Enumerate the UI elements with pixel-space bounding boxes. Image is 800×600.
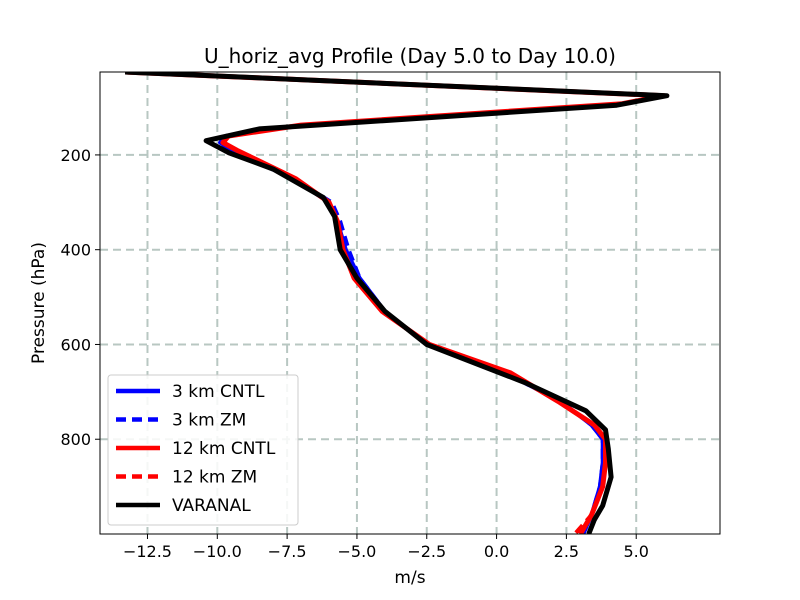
y-tick-label: 400 xyxy=(60,241,91,260)
x-tick-label: −7.5 xyxy=(268,542,307,561)
x-tick-label: −10.0 xyxy=(193,542,242,561)
x-tick-label: −2.5 xyxy=(407,542,446,561)
series-lines xyxy=(124,72,670,534)
chart-title: U_horiz_avg Profile (Day 5.0 to Day 10.0… xyxy=(204,44,616,68)
x-tick-label: −5.0 xyxy=(338,542,377,561)
legend-box xyxy=(107,374,299,526)
legend-label: 12 km CNTL xyxy=(172,439,276,459)
x-tick-label: 2.5 xyxy=(554,542,579,561)
legend-label: VARANAL xyxy=(172,496,251,516)
y-axis-label: Pressure (hPa) xyxy=(29,242,49,364)
y-tick-label: 600 xyxy=(60,335,91,354)
legend-label: 12 km ZM xyxy=(172,468,257,488)
legend-label: 3 km CNTL xyxy=(172,382,265,402)
x-axis-label: m/s xyxy=(394,568,425,588)
y-tick-label: 200 xyxy=(60,146,91,165)
x-tick-label: −12.5 xyxy=(123,542,172,561)
axis-ticks: −12.5 −10.0 −7.5 −5.0 −2.5 0.0 2.5 5.0 200 400 600… xyxy=(60,146,648,561)
y-tick-label: 800 xyxy=(60,430,91,449)
x-tick-label: 5.0 xyxy=(623,542,648,561)
x-tick-label: 0.0 xyxy=(484,542,509,561)
plot-frame xyxy=(99,71,721,535)
legend-label: 3 km ZM xyxy=(172,411,246,431)
legend: 3 km CNTL 3 km ZM 12 km CNTL 12 km ZM VARANA… xyxy=(107,374,299,526)
series-line-varanal xyxy=(124,72,670,534)
series-line-3-km-zm xyxy=(125,72,667,534)
